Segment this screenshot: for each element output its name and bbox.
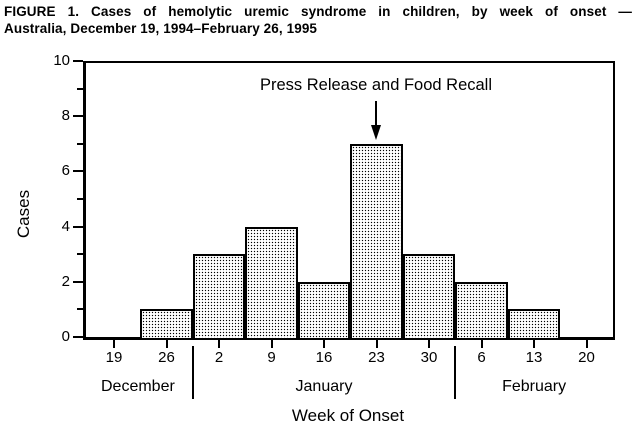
month-separator — [191, 346, 194, 399]
y-major-tick — [73, 225, 83, 228]
x-tick-label: 19 — [105, 349, 123, 366]
y-minor-tick — [77, 87, 83, 90]
bar-jan-23 — [350, 143, 403, 340]
y-axis-title: Cases — [14, 189, 33, 239]
x-tick — [165, 340, 168, 348]
annotation-text: Press Release and Food Recall — [259, 76, 493, 94]
bar-jan-9 — [245, 226, 298, 340]
y-tick-label: 0 — [61, 328, 70, 345]
y-tick-label: 4 — [61, 217, 70, 235]
y-tick-label: 6 — [61, 162, 70, 180]
y-tick-label: 8 — [61, 107, 70, 125]
y-major-tick — [73, 115, 83, 118]
x-tick-label: 6 — [477, 349, 486, 366]
x-tick — [375, 340, 378, 348]
month-label-february: February — [502, 378, 567, 395]
figure-title-line1: FIGURE 1. Cases of hemolytic uremic synd… — [4, 4, 632, 19]
y-minor-tick — [77, 198, 83, 200]
x-tick — [533, 340, 535, 348]
bar-jan-30 — [402, 254, 456, 340]
bar-jan-2 — [192, 254, 246, 340]
y-minor-tick — [77, 142, 83, 145]
month-label-december: December — [100, 378, 175, 395]
x-tick-label: 30 — [420, 349, 438, 366]
x-tick — [323, 340, 325, 348]
bar-jan-16 — [297, 281, 351, 340]
bar-feb-13 — [507, 309, 561, 340]
y-major-tick — [73, 60, 83, 62]
x-tick-label: 23 — [368, 349, 385, 366]
y-major-tick — [73, 170, 83, 173]
x-axis-title: Week of Onset — [291, 406, 405, 425]
x-tick — [218, 340, 220, 348]
month-label-january: January — [295, 378, 353, 395]
y-minor-tick — [77, 253, 83, 256]
annotation-arrow-shaft — [375, 101, 377, 127]
x-tick — [270, 340, 273, 348]
figure-title: FIGURE 1. Cases of hemolytic uremic synd… — [4, 3, 632, 37]
y-tick-label: 2 — [61, 272, 70, 290]
x-tick — [585, 340, 588, 348]
y-tick-label: 10 — [53, 52, 70, 69]
x-tick-label: 26 — [158, 349, 175, 366]
x-tick — [113, 340, 115, 348]
y-major-tick — [73, 336, 83, 338]
bar-dec-26 — [140, 309, 193, 340]
y-minor-tick — [77, 308, 83, 311]
month-separator — [454, 346, 457, 399]
x-tick-label: 20 — [578, 349, 595, 366]
x-tick — [428, 340, 430, 348]
bar-feb-6 — [455, 281, 508, 340]
figure-title-line2: Australia, December 19, 1994–February 26… — [4, 21, 318, 36]
x-tick-label: 9 — [267, 349, 276, 366]
x-tick — [480, 340, 483, 348]
x-tick-label: 13 — [525, 349, 543, 366]
y-major-tick — [73, 280, 83, 283]
x-tick-label: 2 — [214, 349, 224, 366]
annotation-arrow-head-icon — [371, 125, 381, 140]
x-tick-label: 16 — [315, 349, 333, 366]
